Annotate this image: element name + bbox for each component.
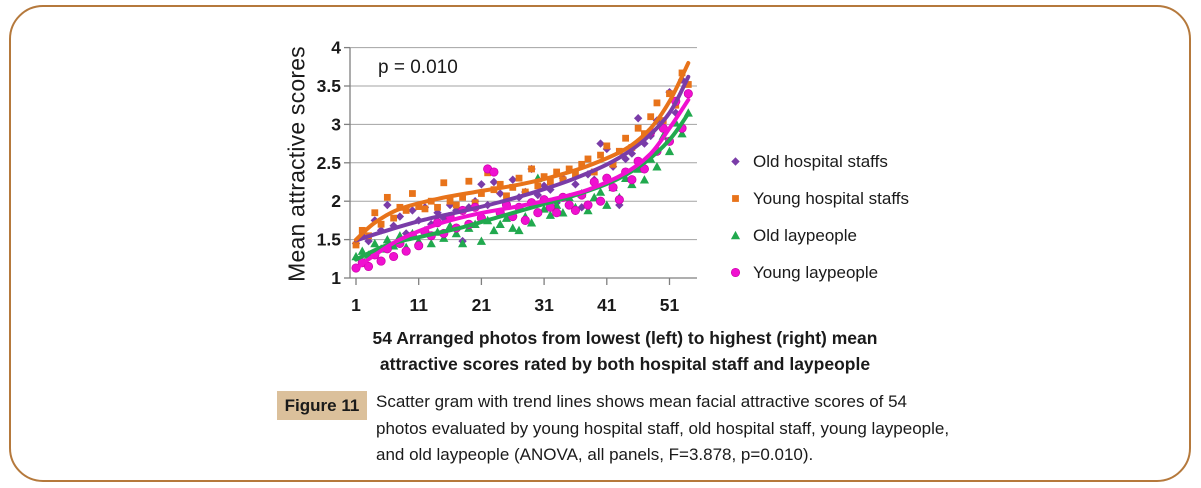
svg-text:2.5: 2.5: [317, 153, 342, 173]
legend-marker-triangle-icon: [730, 230, 741, 240]
svg-text:2: 2: [331, 191, 341, 211]
legend-marker-circle-icon: [730, 267, 741, 278]
legend-label: Young laypeople: [753, 262, 879, 282]
svg-text:3.5: 3.5: [317, 76, 342, 96]
svg-text:4: 4: [331, 38, 341, 58]
legend: Old hospital staffs Young hospital staffs…: [730, 143, 909, 291]
legend-item-young-hospital-staffs: Young hospital staffs: [730, 180, 909, 217]
svg-text:31: 31: [534, 295, 554, 315]
scatter-plot: 43.532.521.511 11 21 31 41 51: [317, 38, 697, 315]
legend-marker-square-icon: [732, 195, 739, 202]
legend-item-young-laypeople: Young laypeople: [730, 254, 909, 291]
svg-text:1: 1: [351, 295, 361, 315]
axes: [344, 46, 697, 285]
legend-item-old-laypeople: Old laypeople: [730, 217, 909, 254]
p-value-annotation: p = 0.010: [378, 57, 458, 78]
svg-text:1.5: 1.5: [317, 230, 342, 250]
svg-text:21: 21: [472, 295, 492, 315]
trend-line-young-laypeople: [354, 97, 691, 271]
figure-number-badge: Figure 11: [277, 391, 367, 420]
svg-text:41: 41: [597, 295, 617, 315]
legend-label: Old hospital staffs: [753, 151, 888, 171]
series-points-young-hospital-staffs: [352, 69, 692, 249]
trend-line-young-hospital-staffs: [354, 61, 691, 242]
trend-line-old-laypeople: [354, 111, 691, 262]
x-axis-label: 54 Arranged photos from lowest (left) to…: [335, 325, 915, 377]
figure-border: [9, 5, 1191, 482]
svg-text:1: 1: [331, 268, 341, 288]
legend-item-old-hospital-staffs: Old hospital staffs: [730, 143, 909, 180]
figure-caption: Scatter gram with trend lines shows mean…: [376, 392, 950, 464]
x-axis-label-line1: 54 Arranged photos from lowest (left) to…: [372, 328, 878, 348]
svg-text:51: 51: [660, 295, 680, 315]
tick-labels: 43.532.521.511 11 21 31 41 51: [317, 38, 680, 315]
legend-marker-diamond-icon: [731, 157, 740, 166]
trend-line-old-hospital-staffs: [354, 74, 691, 243]
legend-label: Young hospital staffs: [753, 188, 909, 208]
svg-text:3: 3: [331, 114, 341, 134]
svg-text:11: 11: [409, 295, 428, 315]
x-axis-label-line2: attractive scores rated by both hospital…: [379, 354, 871, 374]
legend-label: Old laypeople: [753, 225, 857, 245]
